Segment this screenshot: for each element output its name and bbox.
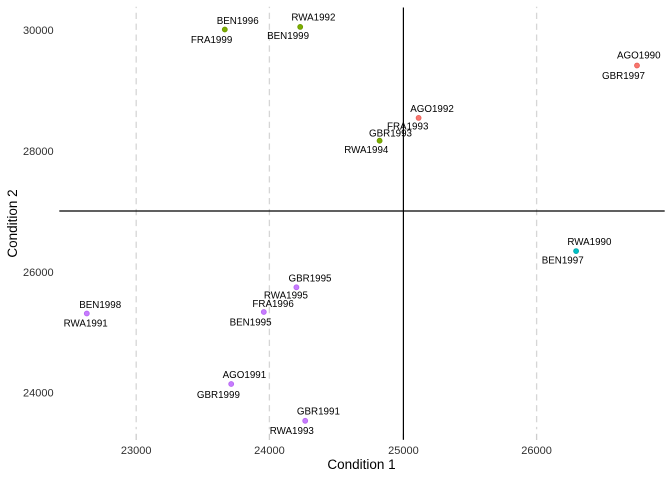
svg-text:GBR1999: GBR1999 [197,390,240,401]
svg-text:26000: 26000 [23,267,54,279]
svg-text:BEN1999: BEN1999 [267,31,309,42]
svg-text:RWA1992: RWA1992 [291,12,335,23]
svg-text:RWA1991: RWA1991 [64,319,108,330]
svg-text:26000: 26000 [521,445,552,457]
svg-text:23000: 23000 [121,445,152,457]
svg-text:RWA1995: RWA1995 [264,291,309,302]
svg-text:Condition 1: Condition 1 [327,457,395,472]
svg-text:GBR1995: GBR1995 [288,273,332,284]
svg-text:RWA1990: RWA1990 [567,237,612,248]
svg-text:AGO1992: AGO1992 [410,104,454,115]
svg-text:Condition 2: Condition 2 [5,189,20,257]
svg-text:25000: 25000 [388,445,419,457]
svg-text:28000: 28000 [23,146,54,158]
svg-text:GBR1991: GBR1991 [297,407,340,418]
svg-text:GBR1997: GBR1997 [602,71,645,82]
svg-text:BEN1997: BEN1997 [542,256,584,267]
svg-text:BEN1995: BEN1995 [230,317,272,328]
svg-text:FRA1993: FRA1993 [387,121,429,132]
svg-text:FRA1996: FRA1996 [252,299,294,310]
svg-text:RWA1994: RWA1994 [344,145,389,156]
svg-text:BEN1998: BEN1998 [79,300,121,311]
svg-text:AGO1991: AGO1991 [223,370,267,381]
svg-text:BEN1996: BEN1996 [217,16,259,27]
svg-text:GBR1993: GBR1993 [369,129,413,140]
svg-text:RWA1993: RWA1993 [270,426,315,437]
svg-text:24000: 24000 [23,388,54,400]
svg-text:FRA1999: FRA1999 [191,35,232,46]
svg-text:30000: 30000 [23,25,54,37]
svg-text:24000: 24000 [254,445,285,457]
svg-text:AGO1990: AGO1990 [617,51,661,62]
